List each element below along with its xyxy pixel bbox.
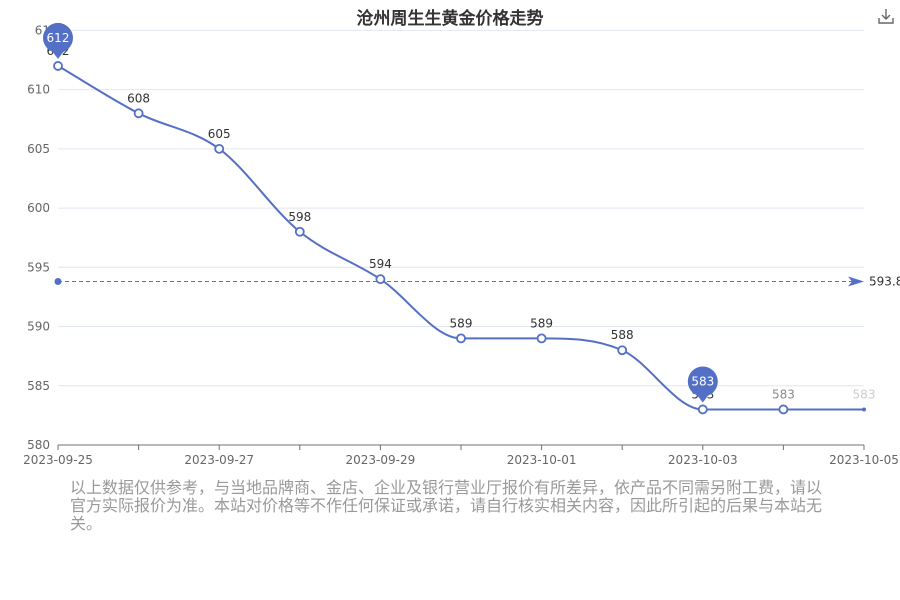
x-tick-label: 2023-10-05	[829, 453, 899, 467]
y-tick-label: 595	[27, 260, 50, 274]
x-tick-label: 2023-10-03	[668, 453, 738, 467]
mark-point-label: 612	[47, 31, 70, 45]
series-line	[57, 65, 864, 411]
average-line-arrow	[848, 276, 864, 287]
data-points	[53, 61, 866, 415]
data-point	[294, 226, 305, 237]
data-point	[697, 404, 708, 415]
mark-point-max: 612	[43, 22, 73, 59]
y-tick-label: 605	[27, 142, 50, 156]
data-point	[53, 61, 63, 71]
data-label: 598	[288, 210, 311, 224]
grid-lines	[58, 29, 864, 387]
data-label: 594	[369, 257, 392, 271]
mark-point-min: 583	[687, 366, 718, 403]
y-tick-label: 580	[27, 438, 50, 452]
x-axis: 2023-09-25 2023-09-27 2023-09-29 2023-10-01…	[23, 444, 899, 467]
mark-points: 612 583	[43, 22, 718, 403]
download-icon[interactable]	[876, 6, 896, 26]
x-tick-label: 2023-09-27	[184, 453, 254, 467]
data-point	[133, 108, 144, 119]
average-line-start	[54, 278, 62, 286]
data-point	[617, 345, 628, 356]
data-label: 589	[530, 316, 553, 330]
average-line-label: 593.8	[869, 275, 900, 289]
data-label: 583	[853, 387, 876, 401]
disclaimer-note: 以上数据仅供参考，与当地品牌商、金店、企业及银行营业厅报价有所差异，依产品不同需…	[70, 478, 823, 533]
y-tick-label: 590	[27, 320, 50, 334]
data-point	[375, 274, 386, 285]
data-point	[456, 333, 466, 344]
y-tick-label: 600	[27, 201, 50, 215]
data-label: 583	[772, 387, 795, 401]
data-labels: 612608605598594589589588583583583	[47, 44, 876, 402]
y-tick-label: 610	[27, 83, 50, 97]
data-point	[862, 407, 866, 412]
average-line: 593.8	[54, 275, 900, 289]
data-point	[536, 333, 547, 344]
data-point	[778, 404, 789, 415]
x-tick-label: 2023-09-25	[23, 453, 93, 467]
x-tick-label: 2023-09-29	[346, 453, 416, 467]
data-label: 608	[127, 91, 150, 105]
data-label: 588	[611, 328, 634, 342]
price-series	[57, 65, 864, 411]
x-tick-label: 2023-10-01	[507, 453, 577, 467]
data-label: 605	[208, 127, 231, 141]
data-label: 589	[450, 316, 473, 330]
y-tick-label: 585	[27, 379, 50, 393]
mark-point-label: 583	[691, 374, 714, 388]
chart-title: 沧州周生生黄金价格走势	[356, 9, 544, 29]
data-point	[214, 143, 225, 154]
